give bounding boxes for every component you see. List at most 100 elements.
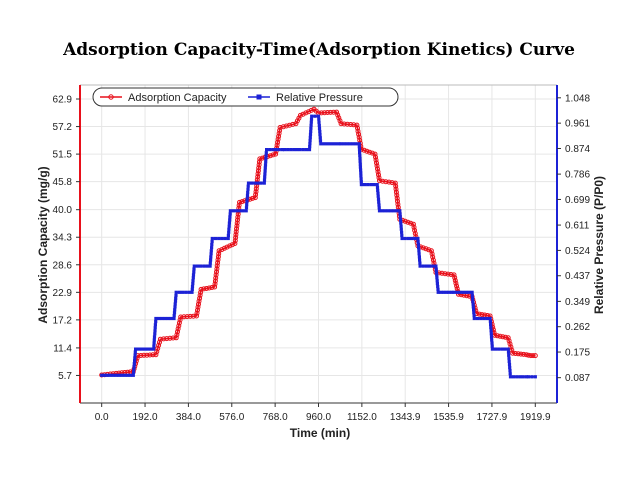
y2-tick-label: 0.786 xyxy=(565,170,590,181)
data-point-relative-pressure xyxy=(318,133,322,137)
data-point-relative-pressure xyxy=(434,264,438,268)
data-point-adsorption-capacity xyxy=(177,317,183,323)
data-point-adsorption-capacity xyxy=(235,214,241,220)
data-point-relative-pressure xyxy=(140,347,144,351)
data-point-relative-pressure xyxy=(103,373,107,377)
data-point-relative-pressure xyxy=(192,270,196,274)
y-tick-label: 40.0 xyxy=(53,205,73,216)
data-point-relative-pressure xyxy=(358,165,362,169)
data-point-adsorption-capacity xyxy=(430,254,436,260)
data-point-adsorption-capacity xyxy=(420,245,426,251)
data-point-relative-pressure xyxy=(377,200,381,204)
data-point-relative-pressure xyxy=(134,347,138,351)
data-point-adsorption-capacity xyxy=(255,174,261,180)
data-point-relative-pressure xyxy=(143,347,147,351)
data-point-relative-pressure xyxy=(447,290,451,294)
data-point-adsorption-capacity xyxy=(196,301,201,307)
data-point-adsorption-capacity xyxy=(257,156,263,162)
data-point-adsorption-capacity xyxy=(510,350,516,356)
data-point-relative-pressure xyxy=(399,227,403,231)
data-point-adsorption-capacity xyxy=(322,110,327,116)
y2-tick-label: 1.048 xyxy=(565,93,590,104)
data-point-adsorption-capacity xyxy=(412,231,418,236)
data-point-relative-pressure xyxy=(358,156,362,160)
data-point-adsorption-capacity xyxy=(319,110,324,116)
data-point-relative-pressure xyxy=(262,178,267,182)
data-point-relative-pressure xyxy=(434,270,438,274)
data-point-relative-pressure xyxy=(223,236,227,241)
data-point-relative-pressure xyxy=(395,209,399,213)
data-point-relative-pressure xyxy=(256,181,260,185)
data-point-adsorption-capacity xyxy=(356,131,362,137)
data-point-relative-pressure xyxy=(372,183,376,187)
data-point-adsorption-capacity xyxy=(233,235,239,241)
data-point-relative-pressure xyxy=(431,264,435,268)
data-point-relative-pressure xyxy=(174,293,178,297)
data-point-adsorption-capacity xyxy=(276,130,282,136)
data-point-adsorption-capacity xyxy=(508,344,514,350)
data-point-relative-pressure xyxy=(400,236,404,241)
data-point-relative-pressure xyxy=(153,323,157,327)
data-point-relative-pressure xyxy=(512,375,516,379)
data-point-relative-pressure xyxy=(210,243,214,247)
data-point-adsorption-capacity xyxy=(383,179,389,185)
data-point-relative-pressure xyxy=(403,236,407,241)
data-point-adsorption-capacity xyxy=(532,353,538,359)
data-point-adsorption-capacity xyxy=(336,115,342,121)
data-point-adsorption-capacity xyxy=(167,335,173,341)
data-point-relative-pressure xyxy=(507,359,511,363)
data-point-adsorption-capacity xyxy=(454,283,460,289)
data-point-relative-pressure xyxy=(410,236,414,241)
data-point-relative-pressure xyxy=(227,224,231,228)
data-point-relative-pressure xyxy=(309,129,313,133)
data-point-adsorption-capacity xyxy=(267,153,273,159)
y-tick-label: 34.3 xyxy=(53,233,73,244)
data-point-relative-pressure xyxy=(417,246,421,250)
data-point-relative-pressure xyxy=(263,169,267,173)
data-point-relative-pressure xyxy=(133,353,137,357)
data-point-relative-pressure xyxy=(359,177,363,181)
data-point-adsorption-capacity xyxy=(389,180,395,186)
data-point-adsorption-capacity xyxy=(442,271,448,277)
data-point-relative-pressure xyxy=(500,347,504,351)
data-point-relative-pressure xyxy=(295,148,299,152)
data-point-relative-pressure xyxy=(105,373,109,377)
data-point-relative-pressure xyxy=(123,373,127,377)
data-point-adsorption-capacity xyxy=(497,333,503,339)
data-point-relative-pressure xyxy=(357,148,362,152)
data-point-relative-pressure xyxy=(152,335,157,339)
data-point-relative-pressure xyxy=(232,209,236,213)
data-point-relative-pressure xyxy=(132,365,136,369)
y-tick-label: 45.8 xyxy=(53,177,73,188)
data-point-adsorption-capacity xyxy=(178,314,184,320)
data-point-adsorption-capacity xyxy=(219,247,225,253)
data-point-adsorption-capacity xyxy=(173,335,179,341)
data-point-relative-pressure xyxy=(264,157,268,161)
data-point-relative-pressure xyxy=(416,236,420,241)
data-point-adsorption-capacity xyxy=(507,341,513,347)
data-point-relative-pressure xyxy=(195,264,199,268)
data-point-adsorption-capacity xyxy=(411,224,417,230)
data-point-relative-pressure xyxy=(228,209,232,213)
data-point-relative-pressure xyxy=(244,206,249,210)
data-point-relative-pressure xyxy=(317,123,321,127)
data-point-adsorption-capacity xyxy=(221,245,227,251)
data-point-relative-pressure xyxy=(413,236,417,241)
data-point-relative-pressure xyxy=(376,194,380,198)
data-point-relative-pressure xyxy=(108,373,112,377)
data-point-adsorption-capacity xyxy=(253,192,259,198)
data-point-adsorption-capacity xyxy=(377,178,382,184)
data-point-relative-pressure xyxy=(253,181,257,185)
data-point-adsorption-capacity xyxy=(521,351,527,357)
data-point-relative-pressure xyxy=(435,273,439,277)
data-point-relative-pressure xyxy=(418,264,422,268)
data-point-relative-pressure xyxy=(337,142,341,146)
data-point-adsorption-capacity xyxy=(157,339,162,345)
data-point-adsorption-capacity xyxy=(410,221,416,227)
data-point-adsorption-capacity xyxy=(204,286,209,291)
data-point-adsorption-capacity xyxy=(375,166,380,172)
data-point-adsorption-capacity xyxy=(213,272,219,278)
data-point-adsorption-capacity xyxy=(174,332,180,338)
data-point-relative-pressure xyxy=(506,347,510,351)
data-point-relative-pressure xyxy=(377,203,381,207)
